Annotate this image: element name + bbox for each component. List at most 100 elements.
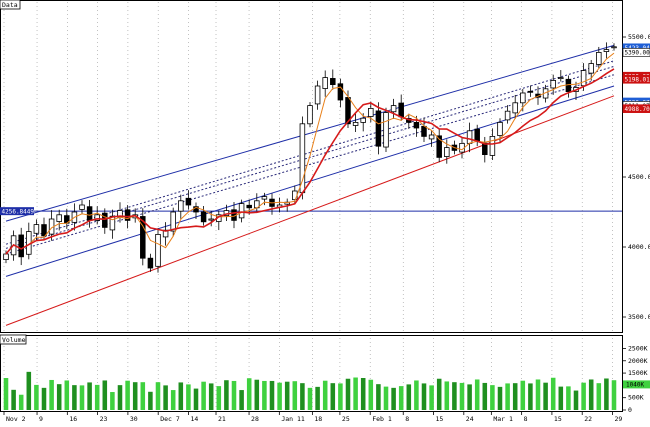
candle[interactable] bbox=[239, 204, 244, 218]
volume-bar[interactable] bbox=[201, 382, 206, 410]
volume-bar[interactable] bbox=[118, 385, 123, 410]
candle[interactable] bbox=[361, 118, 366, 122]
candle[interactable] bbox=[171, 212, 176, 231]
candle[interactable] bbox=[399, 103, 404, 117]
volume-bar[interactable] bbox=[110, 392, 115, 410]
volume-bar[interactable] bbox=[543, 383, 548, 410]
candle[interactable] bbox=[323, 78, 328, 89]
volume-bar[interactable] bbox=[270, 381, 275, 410]
candle[interactable] bbox=[330, 78, 335, 84]
volume-bar[interactable] bbox=[27, 372, 32, 410]
volume-bar[interactable] bbox=[315, 387, 320, 410]
volume-bar[interactable] bbox=[163, 385, 168, 410]
volume-bar[interactable] bbox=[361, 378, 366, 410]
volume-bar[interactable] bbox=[414, 380, 419, 410]
candle[interactable] bbox=[338, 84, 343, 100]
candle[interactable] bbox=[19, 235, 24, 257]
volume-bar[interactable] bbox=[391, 388, 396, 410]
volume-bar[interactable] bbox=[72, 385, 77, 410]
candle[interactable] bbox=[57, 215, 62, 222]
candle[interactable] bbox=[186, 198, 191, 205]
volume-bar[interactable] bbox=[521, 381, 526, 410]
candle[interactable] bbox=[34, 225, 39, 234]
candle[interactable] bbox=[528, 91, 533, 92]
volume-bar[interactable] bbox=[11, 390, 16, 410]
volume-bar[interactable] bbox=[505, 383, 510, 410]
volume-bar[interactable] bbox=[57, 384, 62, 410]
candle[interactable] bbox=[201, 212, 206, 222]
volume-bar[interactable] bbox=[179, 382, 184, 410]
candle[interactable] bbox=[209, 219, 214, 220]
candle[interactable] bbox=[482, 143, 487, 154]
volume-bar[interactable] bbox=[277, 383, 282, 410]
volume-bar[interactable] bbox=[224, 380, 229, 410]
volume-bar[interactable] bbox=[353, 378, 358, 410]
volume-bar[interactable] bbox=[247, 378, 252, 410]
candle[interactable] bbox=[475, 129, 480, 140]
candle[interactable] bbox=[376, 111, 381, 146]
volume-bar[interactable] bbox=[293, 381, 298, 410]
volume-bar[interactable] bbox=[34, 385, 39, 410]
volume-bar[interactable] bbox=[589, 379, 594, 410]
volume-bar[interactable] bbox=[308, 388, 313, 410]
candle[interactable] bbox=[566, 79, 571, 91]
volume-bar[interactable] bbox=[513, 383, 518, 410]
candle[interactable] bbox=[102, 213, 107, 227]
volume-bar[interactable] bbox=[49, 380, 54, 410]
candle[interactable] bbox=[148, 258, 153, 268]
volume-bar[interactable] bbox=[452, 382, 457, 410]
volume-bar[interactable] bbox=[331, 383, 336, 410]
volume-bar[interactable] bbox=[536, 379, 541, 410]
candle[interactable] bbox=[300, 124, 305, 193]
volume-bar[interactable] bbox=[429, 385, 434, 410]
volume-bar[interactable] bbox=[232, 381, 237, 410]
volume-bar[interactable] bbox=[103, 380, 108, 410]
volume-bar[interactable] bbox=[300, 383, 305, 410]
volume-bar[interactable] bbox=[19, 395, 24, 410]
volume-bar[interactable] bbox=[186, 384, 191, 410]
volume-bar[interactable] bbox=[42, 388, 47, 410]
candle[interactable] bbox=[247, 205, 252, 208]
volume-bar[interactable] bbox=[239, 390, 244, 410]
volume-bar[interactable] bbox=[217, 386, 222, 410]
volume-bar[interactable] bbox=[528, 383, 533, 410]
volume-bar[interactable] bbox=[171, 390, 176, 410]
volume-bar[interactable] bbox=[437, 379, 442, 410]
volume-bar[interactable] bbox=[209, 383, 214, 410]
candle[interactable] bbox=[520, 93, 525, 103]
candle[interactable] bbox=[178, 201, 183, 211]
candle[interactable] bbox=[612, 47, 617, 48]
volume-bar[interactable] bbox=[156, 382, 161, 410]
candle[interactable] bbox=[422, 126, 427, 136]
candle[interactable] bbox=[490, 136, 495, 155]
volume-bar[interactable] bbox=[376, 384, 381, 410]
volume-bar[interactable] bbox=[194, 389, 199, 410]
volume-bar[interactable] bbox=[407, 384, 412, 410]
volume-bar[interactable] bbox=[475, 379, 480, 410]
volume-bar[interactable] bbox=[141, 382, 146, 410]
candle[interactable] bbox=[414, 122, 419, 128]
volume-bar[interactable] bbox=[285, 382, 290, 410]
volume-bar[interactable] bbox=[604, 378, 609, 410]
volume-bar[interactable] bbox=[346, 379, 351, 410]
candle[interactable] bbox=[558, 78, 563, 79]
volume-bar[interactable] bbox=[498, 387, 503, 410]
volume-bar[interactable] bbox=[4, 378, 9, 410]
candle[interactable] bbox=[498, 122, 503, 135]
volume-bar[interactable] bbox=[323, 381, 328, 410]
volume-bar[interactable] bbox=[467, 384, 472, 410]
candle[interactable] bbox=[42, 225, 47, 236]
candle[interactable] bbox=[551, 80, 556, 88]
volume-bar[interactable] bbox=[95, 385, 100, 410]
volume-bar[interactable] bbox=[566, 386, 571, 410]
volume-bar[interactable] bbox=[369, 380, 374, 410]
candle[interactable] bbox=[368, 108, 373, 116]
candle[interactable] bbox=[87, 207, 92, 221]
volume-bar[interactable] bbox=[65, 380, 70, 410]
candle[interactable] bbox=[262, 197, 267, 200]
candle[interactable] bbox=[429, 135, 434, 139]
volume-bar[interactable] bbox=[559, 387, 564, 410]
candle[interactable] bbox=[467, 131, 472, 144]
candle[interactable] bbox=[80, 205, 85, 209]
candle[interactable] bbox=[384, 113, 389, 147]
